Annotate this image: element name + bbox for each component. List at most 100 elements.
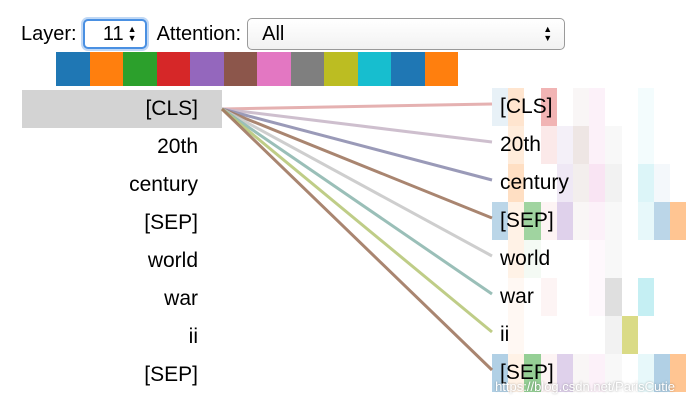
attention-select[interactable]: All ▲ ▼ — [247, 18, 566, 50]
left-token[interactable]: [CLS] — [22, 90, 222, 128]
right-token-label: [CLS] — [500, 95, 553, 118]
right-token-label: ii — [500, 323, 510, 346]
layer-label: Layer: — [21, 22, 77, 45]
heat-cell — [540, 88, 557, 126]
attention-line — [221, 107, 493, 334]
heat-cell — [508, 240, 525, 278]
head-swatch-4[interactable] — [156, 52, 190, 86]
head-swatch-8[interactable] — [290, 52, 324, 86]
watermark: https://blog.csdn.net/ParisCutie — [495, 379, 675, 394]
right-token[interactable]: war — [492, 278, 687, 316]
heat-cell — [670, 354, 687, 392]
head-swatch-5[interactable] — [190, 52, 224, 86]
heat-cell — [556, 164, 573, 202]
attention-line — [221, 107, 493, 220]
heat-cell — [589, 354, 606, 392]
left-token[interactable]: war — [164, 287, 198, 310]
right-token-list: [CLS] 20th century [SEP] world war ii [SEP] — [492, 88, 687, 392]
heat-cell — [589, 240, 606, 278]
heat-cell — [654, 202, 671, 240]
heat-cell — [589, 202, 606, 240]
heat-cell — [573, 164, 590, 202]
heat-cell — [524, 240, 541, 278]
heat-cell — [605, 354, 622, 392]
heat-cell — [492, 354, 509, 392]
heat-cell — [589, 126, 606, 164]
right-token[interactable]: ii — [492, 316, 687, 354]
heat-cell — [637, 88, 654, 126]
heat-cell — [508, 88, 525, 126]
attention-label: Attention: — [156, 22, 242, 45]
right-token-label: [SEP] — [500, 361, 554, 384]
attention-heatmap — [492, 88, 687, 392]
heat-cell — [637, 354, 654, 392]
heat-cell — [540, 354, 557, 392]
heat-cell — [573, 202, 590, 240]
heat-cell — [508, 126, 525, 164]
right-token[interactable]: 20th — [492, 126, 687, 164]
right-token[interactable]: world — [492, 240, 687, 278]
heat-cell — [637, 126, 654, 164]
heat-cell — [573, 126, 590, 164]
heat-cell — [508, 316, 525, 354]
head-swatch-10[interactable] — [357, 52, 391, 86]
left-token[interactable]: ii — [188, 325, 198, 348]
right-token[interactable]: century — [492, 164, 687, 202]
head-swatch-12[interactable] — [424, 52, 458, 86]
right-token[interactable]: [SEP] — [492, 202, 687, 240]
attention-line — [221, 102, 493, 111]
attention-line — [220, 107, 494, 372]
heat-cell — [508, 278, 525, 316]
head-swatch-7[interactable] — [257, 52, 291, 86]
head-swatch-3[interactable] — [123, 52, 157, 86]
right-token-label: world — [500, 247, 551, 270]
head-swatch-2[interactable] — [89, 52, 123, 86]
heat-cell — [573, 354, 590, 392]
heat-cell — [605, 202, 622, 240]
heat-cell — [605, 164, 622, 202]
heat-cell — [621, 316, 638, 354]
heat-cell — [524, 354, 541, 392]
heat-cell — [589, 88, 606, 126]
right-token-label: war — [500, 285, 534, 308]
attention-line — [221, 107, 493, 182]
heat-cell — [637, 202, 654, 240]
heat-cell — [637, 164, 654, 202]
heat-cell — [556, 126, 573, 164]
head-color-swatches — [56, 52, 458, 86]
heat-cell — [605, 240, 622, 278]
head-swatch-9[interactable] — [324, 52, 358, 86]
attention-value: All — [262, 22, 285, 45]
heat-cell — [605, 126, 622, 164]
attention-line — [221, 107, 493, 144]
head-swatch-6[interactable] — [223, 52, 257, 86]
heat-cell — [556, 202, 573, 240]
controls-bar: Layer: 11 ▲ ▼ Attention: All ▲ ▼ — [21, 17, 566, 51]
right-token-label: 20th — [500, 133, 541, 156]
left-token[interactable]: century — [129, 173, 198, 196]
heat-cell — [654, 354, 671, 392]
left-token[interactable]: world — [147, 249, 198, 272]
left-token[interactable]: [SEP] — [144, 363, 198, 386]
layer-select[interactable]: 11 ▲ ▼ — [82, 19, 147, 49]
right-token-label: [SEP] — [500, 209, 554, 232]
left-token[interactable]: [SEP] — [144, 211, 198, 234]
left-token-list: [CLS] 20th century [SEP] world war ii [SEP] — [22, 90, 222, 394]
heat-cell — [605, 316, 622, 354]
head-swatch-11[interactable] — [391, 52, 425, 86]
heat-cell — [573, 88, 590, 126]
attention-line — [221, 107, 493, 258]
right-token[interactable]: [SEP] — [492, 354, 687, 392]
heat-cell — [492, 88, 509, 126]
heat-cell — [556, 354, 573, 392]
heat-cell — [508, 202, 525, 240]
left-token[interactable]: 20th — [157, 135, 198, 158]
heat-cell — [508, 164, 525, 202]
right-token[interactable]: [CLS] — [492, 88, 687, 126]
heat-cell — [670, 202, 687, 240]
head-swatch-1[interactable] — [56, 52, 90, 86]
heat-cell — [540, 202, 557, 240]
right-token-label: century — [500, 171, 569, 194]
heat-cell — [654, 164, 671, 202]
